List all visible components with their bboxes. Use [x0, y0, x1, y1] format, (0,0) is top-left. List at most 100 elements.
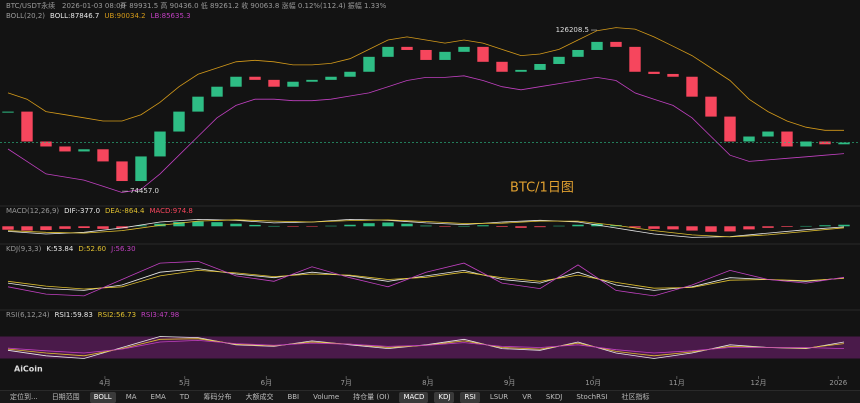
toolbar-button[interactable]: 日期范围 [51, 392, 80, 401]
x-tick-label: 9月 [504, 379, 515, 387]
macd-bar [667, 226, 679, 230]
candle [420, 49, 432, 60]
macd-bar [515, 226, 527, 228]
macd-bar [287, 226, 299, 227]
toolbar-button[interactable]: LSUR [489, 392, 509, 401]
toolbar-button[interactable]: 持仓量 (OI) [353, 392, 390, 401]
symbol: BTC/USDT永续 [6, 1, 55, 10]
legend-label: RSI(6,12,24) [6, 311, 50, 319]
annotation: 74457.0 [130, 187, 159, 195]
macd-bar [477, 225, 489, 227]
candle [515, 69, 527, 72]
macd-bar [439, 226, 451, 227]
legend-label: RSI3:47.98 [141, 311, 179, 319]
x-tick-label: 10月 [585, 379, 601, 387]
candle [382, 46, 394, 57]
indicator-line [7, 339, 845, 354]
macd-bar [629, 226, 641, 228]
legend-label: KDJ(9,3,3) [6, 245, 42, 253]
toolbar-button[interactable]: KDJ [434, 391, 455, 403]
macd-bar [724, 226, 736, 232]
ohlc: 开 89931.5 高 90436.0 低 89261.2 收 90063.8 … [120, 1, 387, 10]
x-tick-label: 8月 [422, 379, 433, 387]
toolbar-button[interactable]: EMA [150, 392, 166, 401]
x-tick-label: 5月 [179, 379, 190, 387]
legend-label: RSI2:56.73 [98, 311, 136, 319]
macd-bar [420, 225, 432, 227]
toolbar-button[interactable]: 筹码分布 [203, 392, 232, 401]
macd-bar [705, 226, 717, 232]
candle [496, 61, 508, 72]
watermark: BTC/1日图 [510, 181, 574, 196]
macd-bar [382, 222, 394, 227]
toolbar-button[interactable]: MA [125, 392, 137, 401]
legend-label: UB:90034.2 [104, 12, 145, 20]
indicator-line [7, 219, 845, 238]
legend-label: DIF:-377.0 [64, 207, 100, 215]
x-tick-label: 12月 [751, 379, 767, 387]
candle [439, 51, 451, 60]
toolbar-button[interactable]: BBI [287, 392, 300, 401]
macd-bar [344, 224, 356, 227]
macd-bar [230, 223, 242, 227]
candle [724, 116, 736, 142]
legend-label: D:52.60 [78, 245, 106, 253]
toolbar-button[interactable]: RSI [460, 391, 480, 403]
macd-bar [40, 226, 52, 231]
toolbar-button[interactable]: 社区指标 [621, 392, 650, 401]
macd-bar [496, 226, 508, 227]
candle [268, 79, 280, 87]
x-tick-label: 6月 [261, 379, 272, 387]
toolbar: 定位到... 日期范围 BOLL MA EMA TD 筹码分布 大额成交 BBI Volume 持仓… [0, 390, 860, 403]
candle [59, 146, 71, 152]
boll-band [7, 27, 844, 131]
candle [211, 86, 223, 97]
macd-bar [2, 226, 14, 230]
candle [21, 111, 33, 142]
candle [40, 141, 52, 147]
toolbar-button[interactable]: StochRSI [576, 392, 608, 401]
x-tick-label: 11月 [669, 379, 685, 387]
candle [477, 46, 489, 62]
legend-label: J:56.30 [110, 245, 135, 253]
toolbar-button[interactable]: BOLL [89, 391, 116, 403]
candle [135, 156, 147, 182]
candle [97, 149, 109, 162]
macd-bar [306, 226, 318, 227]
toolbar-button[interactable]: VR [522, 392, 532, 401]
macd-bar [648, 226, 660, 229]
candle [838, 142, 850, 145]
macd-bar [325, 225, 337, 227]
candle [667, 73, 679, 77]
macd-bar [249, 224, 261, 227]
macd-bar [553, 225, 565, 227]
candle [249, 76, 261, 80]
candle [78, 149, 90, 152]
candle [173, 111, 185, 132]
toolbar-button[interactable]: 定位到... [10, 392, 38, 401]
macd-bar [743, 226, 755, 230]
macd-bar [781, 226, 793, 227]
macd-bar [192, 221, 204, 227]
macd-bar [78, 226, 90, 228]
toolbar-button[interactable]: SKDJ [545, 392, 563, 401]
indicator-line [7, 268, 845, 291]
candle [534, 63, 546, 70]
candle [591, 41, 603, 50]
macd-bar [458, 225, 470, 227]
macd-bar [762, 226, 774, 228]
macd-bar [135, 225, 147, 227]
candle [819, 141, 831, 145]
toolbar-button[interactable]: MACD [399, 391, 429, 403]
macd-bar [534, 226, 546, 228]
toolbar-button[interactable]: TD [179, 392, 190, 401]
x-tick-label: 7月 [340, 379, 351, 387]
candle [553, 56, 565, 64]
macd-bar [21, 226, 33, 231]
toolbar-button[interactable]: Volume [313, 392, 340, 401]
candle [287, 81, 299, 87]
toolbar-button[interactable]: 大额成交 [245, 392, 274, 401]
indicator-line [7, 269, 845, 290]
legend-label: LB:85635.3 [151, 12, 191, 20]
legend-label: BOLL(20,2) [6, 12, 45, 20]
